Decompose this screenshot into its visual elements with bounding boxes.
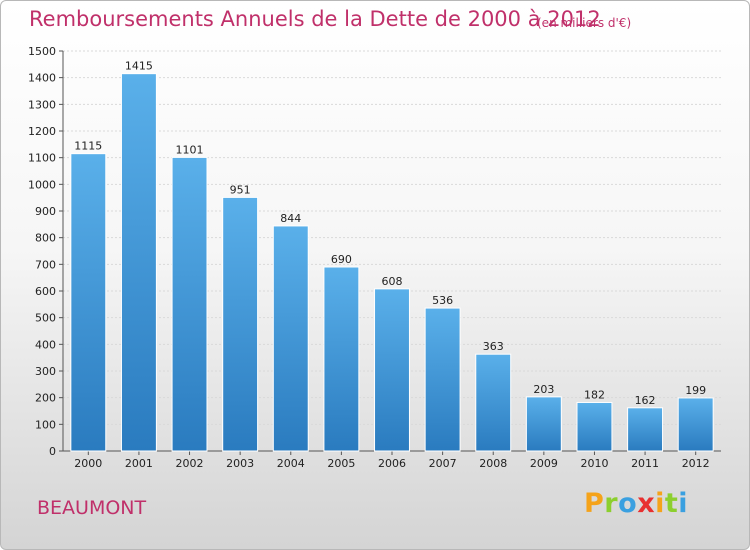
bar [424,307,461,452]
logo-letter: r [604,488,619,519]
y-tick-label: 1500 [28,45,56,58]
bar [323,266,360,452]
chart-subtitle: (en milliers d'€) [537,16,632,30]
bar-value-label: 182 [584,388,605,401]
y-tick-label: 600 [35,285,56,298]
bar-value-label: 844 [280,212,301,225]
x-tick-label: 2006 [378,457,406,470]
y-tick-label: 100 [35,418,56,431]
bar [171,156,208,452]
logo-letter: o [618,488,638,519]
y-tick-label: 900 [35,205,56,218]
x-tick-label: 2000 [74,457,102,470]
logo-letter: x [637,488,656,519]
y-tick-label: 400 [35,338,56,351]
bar-value-label: 536 [432,294,453,307]
logo-letter: i [678,488,689,519]
bar [677,397,714,452]
y-tick-label: 1000 [28,178,56,191]
bar [70,153,107,452]
x-tick-label: 2009 [530,457,558,470]
y-tick-label: 0 [49,445,56,458]
y-tick-label: 1200 [28,125,56,138]
x-tick-label: 2005 [327,457,355,470]
bar [525,396,562,452]
bar [374,288,410,452]
x-tick-label: 2011 [631,457,659,470]
labels: 0 100 200 300 400 500 600 700 800 900 1000 1100 1200… [28,45,710,470]
x-tick-label: 2007 [429,457,457,470]
x-tick-label: 2002 [176,457,204,470]
y-tick-label: 1100 [28,152,56,165]
y-tick-label: 200 [35,392,56,405]
y-tick-label: 500 [35,312,56,325]
bar-value-label: 1115 [74,140,102,153]
bar [576,401,613,452]
bar [272,225,309,452]
bar [627,407,664,452]
logo-letter: t [664,488,679,519]
y-tick-label: 1300 [28,98,56,111]
bar-value-label: 951 [230,183,251,196]
x-tick-label: 2008 [479,457,507,470]
bar [475,353,512,452]
bar-value-label: 203 [533,383,554,396]
x-tick-label: 2010 [580,457,608,470]
x-tick-label: 2001 [125,457,153,470]
x-tick-label: 2012 [682,457,710,470]
bar [222,196,259,452]
bar-value-label: 690 [331,253,352,266]
y-tick-label: 1400 [28,72,56,85]
proxiti-logo: Proxiti [584,488,688,519]
bar [120,73,157,452]
x-tick-label: 2003 [226,457,254,470]
y-tick-label: 800 [35,232,56,245]
city-name: BEAUMONT [37,497,147,519]
bar-value-label: 1415 [125,60,153,73]
bar-value-label: 162 [635,394,656,407]
logo-letter: P [584,488,605,519]
logo-letter: i [655,488,665,519]
bar-value-label: 199 [685,384,706,397]
y-tick-label: 300 [35,365,56,378]
y-tick-label: 700 [35,258,56,271]
bar-value-label: 363 [483,340,504,353]
bars [70,73,714,452]
bar-value-label: 608 [382,275,403,288]
x-tick-label: 2004 [277,457,305,470]
chart-title: Remboursements Annuels de la Dette de 20… [29,7,601,31]
bar-value-label: 1101 [176,143,204,156]
